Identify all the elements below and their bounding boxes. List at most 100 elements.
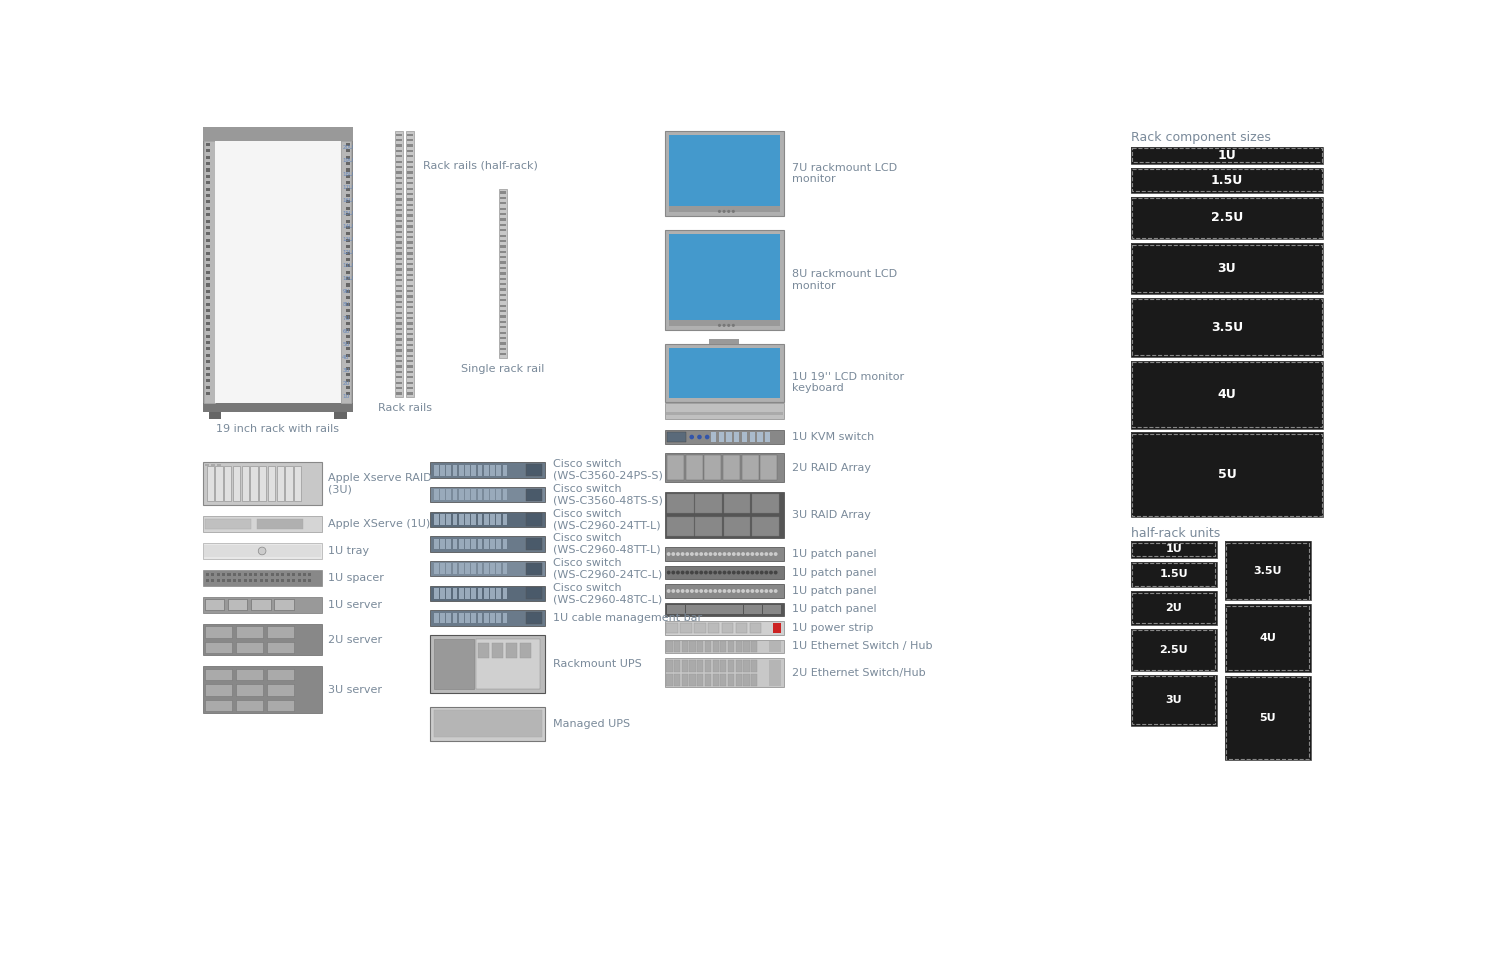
Bar	[664, 344, 784, 402]
Bar	[211, 464, 214, 467]
Bar	[206, 194, 210, 197]
Text: 3.5U: 3.5U	[1254, 566, 1282, 576]
Circle shape	[681, 571, 684, 575]
Text: 1U: 1U	[1218, 149, 1236, 161]
Bar	[396, 323, 402, 325]
Bar	[206, 207, 210, 210]
Bar	[1131, 243, 1323, 294]
Bar	[750, 622, 760, 634]
Circle shape	[690, 553, 694, 556]
Bar	[453, 588, 458, 599]
Bar	[396, 198, 402, 201]
Bar	[206, 226, 210, 229]
Bar	[406, 333, 412, 335]
Bar	[490, 514, 495, 525]
Circle shape	[718, 324, 722, 327]
Bar	[722, 622, 734, 634]
Circle shape	[718, 589, 722, 593]
Bar	[396, 376, 402, 379]
Bar	[206, 684, 232, 696]
Bar	[501, 327, 506, 328]
Bar	[406, 209, 412, 212]
Circle shape	[704, 553, 708, 556]
Bar	[430, 536, 546, 552]
Bar	[484, 514, 489, 525]
Bar	[204, 545, 321, 557]
Bar	[477, 612, 483, 623]
Bar	[447, 588, 452, 599]
Circle shape	[690, 589, 694, 593]
Circle shape	[728, 571, 730, 575]
Bar	[471, 514, 476, 525]
Bar	[267, 699, 294, 711]
Bar	[396, 204, 402, 206]
Circle shape	[704, 571, 708, 575]
Bar	[346, 392, 350, 395]
Bar	[430, 561, 546, 577]
Bar	[206, 668, 232, 680]
Bar	[270, 573, 273, 576]
Bar	[206, 464, 209, 467]
Circle shape	[708, 589, 712, 593]
Bar	[447, 514, 452, 525]
Bar	[669, 348, 780, 398]
Bar	[406, 317, 412, 319]
Bar	[266, 579, 268, 582]
Circle shape	[746, 553, 750, 556]
Bar	[526, 562, 542, 575]
Bar	[501, 342, 506, 345]
Bar	[396, 166, 402, 168]
Bar	[1224, 541, 1311, 600]
Bar	[506, 642, 518, 658]
Bar	[1131, 167, 1323, 193]
Bar	[712, 674, 718, 687]
Circle shape	[681, 589, 684, 593]
Bar	[346, 290, 350, 293]
Bar	[490, 588, 495, 599]
Text: 5U: 5U	[1218, 469, 1236, 481]
Text: 4U: 4U	[342, 355, 350, 359]
Bar	[276, 467, 284, 501]
Circle shape	[723, 324, 726, 327]
Bar	[471, 563, 476, 574]
Bar	[1131, 541, 1216, 558]
Bar	[433, 710, 542, 737]
Bar	[206, 283, 210, 287]
Bar	[406, 269, 412, 270]
Circle shape	[712, 553, 717, 556]
Bar	[433, 465, 438, 475]
Bar	[206, 328, 210, 331]
Bar	[430, 611, 546, 626]
Bar	[346, 207, 350, 210]
Bar	[664, 492, 784, 538]
Bar	[735, 641, 742, 652]
Text: 19 inch rack with rails: 19 inch rack with rails	[216, 424, 339, 435]
Bar	[396, 300, 402, 303]
Bar	[406, 144, 412, 147]
Bar	[216, 467, 222, 501]
Bar	[396, 160, 402, 163]
Bar	[236, 699, 262, 711]
Bar	[496, 612, 501, 623]
Bar	[214, 141, 340, 403]
Bar	[694, 622, 705, 634]
Bar	[396, 171, 402, 174]
Bar	[501, 337, 506, 339]
Bar	[674, 660, 680, 672]
Text: Apple XServe (1U): Apple XServe (1U)	[328, 519, 430, 529]
Bar	[744, 641, 750, 652]
Bar	[430, 585, 546, 601]
Bar	[268, 467, 274, 501]
Bar	[206, 309, 210, 312]
Bar	[430, 635, 546, 693]
Bar	[396, 279, 402, 281]
Circle shape	[686, 553, 688, 556]
Bar	[309, 573, 312, 576]
Bar	[346, 270, 350, 273]
Bar	[396, 177, 402, 179]
Bar	[396, 273, 402, 276]
Bar	[752, 660, 758, 672]
Bar	[206, 182, 210, 185]
Bar	[1132, 169, 1322, 191]
Circle shape	[676, 571, 680, 575]
